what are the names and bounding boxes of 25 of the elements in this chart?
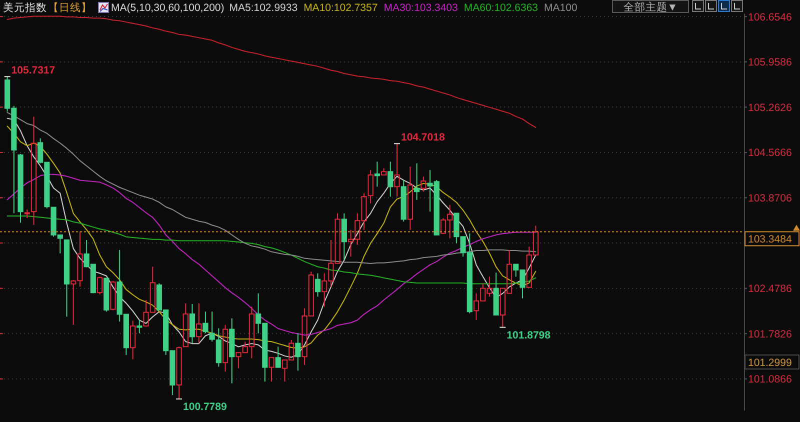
y-tick-label: 105.9586 (748, 56, 792, 69)
legend-title: MA(5,10,30,60,100,200) (111, 2, 224, 14)
legend: MA(5,10,30,60,100,200) MA5:102.9933 MA10:102.7357 MA30:103.3403 MA60:102.6363 MA100 (98, 2, 578, 14)
annotation: 105.7317 (11, 64, 56, 77)
y-tick-label: 106.6546 (748, 11, 792, 24)
ref-line: 103.3484 (0, 231, 800, 246)
chart-title: 美元指数 (3, 1, 47, 14)
chart-subtitle: 【日线】 (48, 1, 92, 14)
y-tick-label: 102.4786 (748, 283, 792, 296)
annotation: 101.8798 (506, 329, 551, 342)
annotation: 101.8798 (499, 326, 550, 342)
line-series (6, 16, 536, 128)
y-tick-label: 105.2626 (748, 102, 792, 114)
y-tick-label: 104.5666 (748, 147, 792, 160)
y-tick-label: 103.8706 (748, 192, 792, 205)
button: 全部主题▼ (612, 0, 689, 14)
y-tick-label: 101.0866 (748, 374, 792, 386)
annotation: 105.7317 (4, 64, 56, 78)
annotation: 100.7789 (183, 400, 227, 413)
y-tick-label: 101.7826 (748, 328, 792, 340)
ref-line-label: 103.3484 (748, 234, 792, 246)
price-box: 101.2999 (744, 354, 800, 370)
annotation: 104.7018 (400, 132, 445, 144)
annotation: 104.7018 (394, 132, 445, 144)
annotation: 100.7789 (176, 398, 227, 413)
